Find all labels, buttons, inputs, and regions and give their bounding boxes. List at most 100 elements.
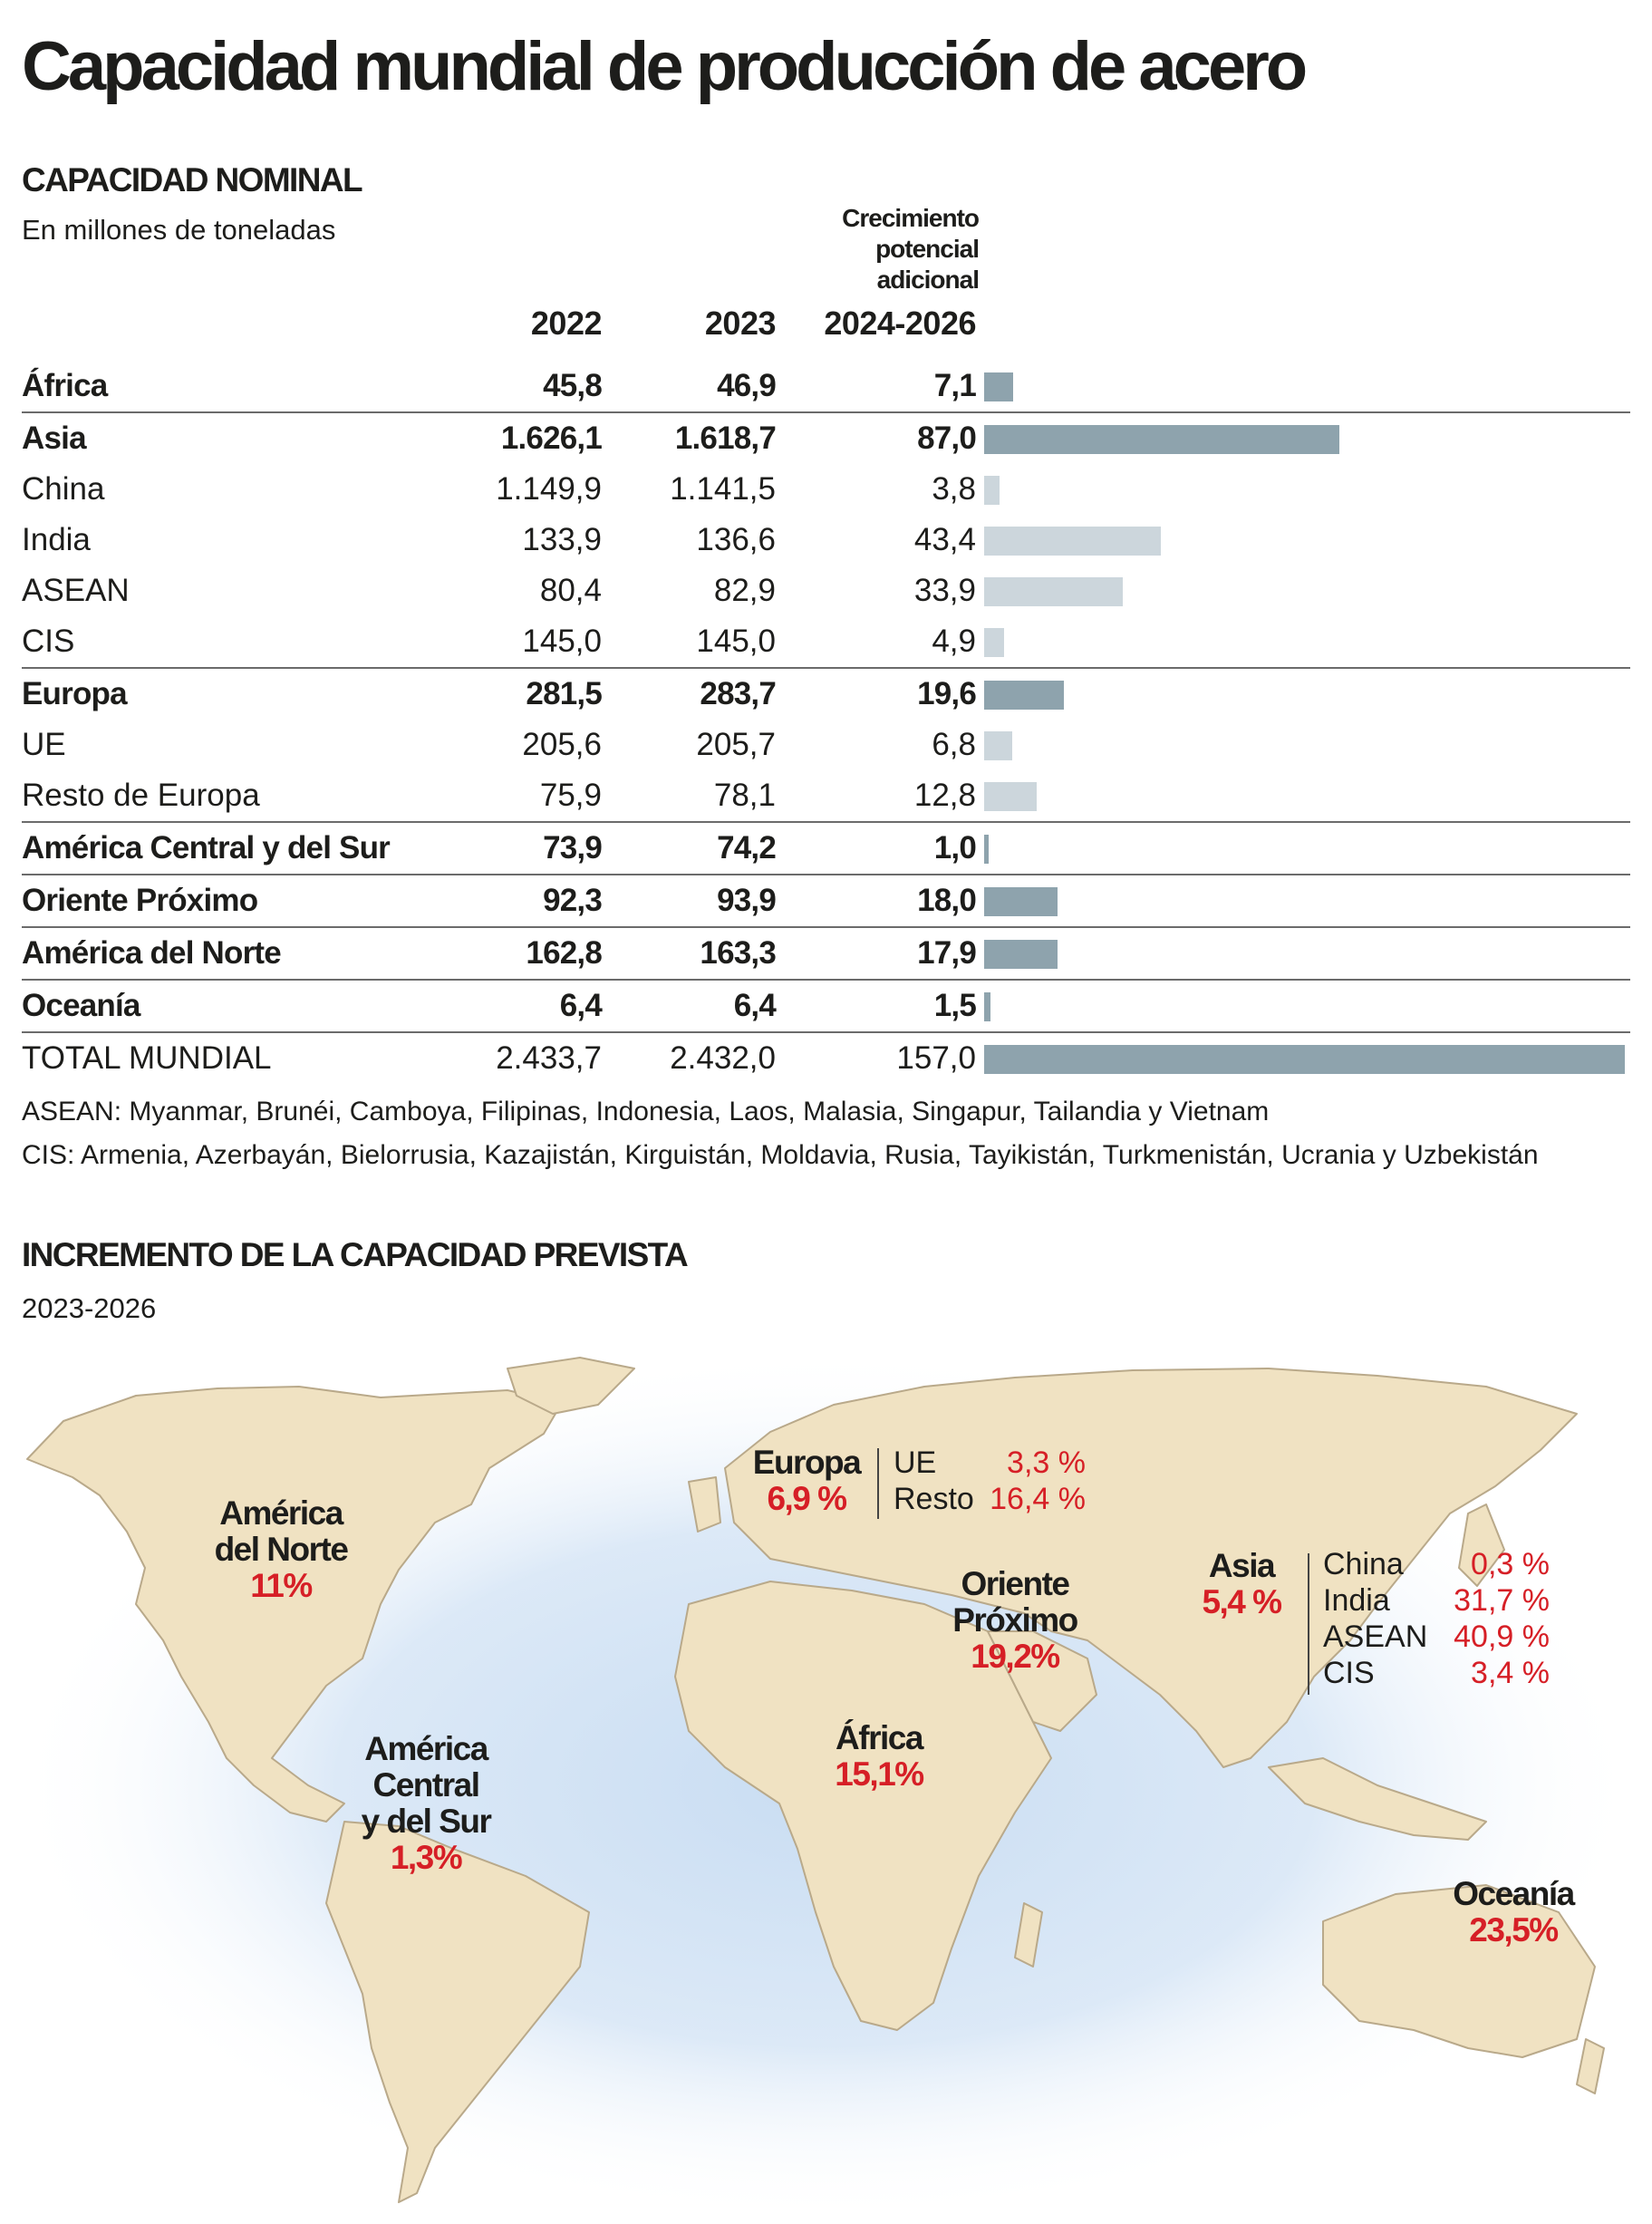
- growth-bar: [984, 577, 1123, 606]
- value-2023: 2.432,0: [670, 1040, 776, 1076]
- value-growth: 17,9: [917, 935, 977, 971]
- region-name: África: [836, 1719, 923, 1756]
- landmass-south-america: [325, 1821, 590, 2203]
- region-percentage: 1,3%: [390, 1839, 463, 1876]
- value-2022: 2.433,7: [496, 1040, 602, 1076]
- landmass-africa: [674, 1581, 1052, 2031]
- value-2023: 283,7: [700, 676, 776, 711]
- growth-bar: [984, 940, 1058, 969]
- region-name: América: [219, 1494, 343, 1532]
- table-row: China 1.149,9 1.141,5 3,8: [22, 464, 1630, 515]
- row-label: África: [22, 368, 108, 403]
- section-title-nominal: CAPACIDAD NOMINAL: [22, 161, 363, 198]
- region-percentage: 5,4 %: [1202, 1583, 1282, 1620]
- asean-footnote: ASEAN: Myanmar, Brunéi, Camboya, Filipin…: [22, 1097, 1270, 1127]
- landmass-madagascar: [1014, 1902, 1043, 1968]
- map-label-asia: Asia 5,4 %: [1187, 1548, 1296, 1620]
- capacity-table: África 45,8 46,9 7,1 Asia 1.626,1 1.618,7 87,0 C…: [22, 361, 1630, 1084]
- growth-bar: [984, 731, 1012, 760]
- column-header-2024-2026: 2024-2026: [824, 305, 976, 342]
- growth-bar: [984, 425, 1339, 454]
- row-label: Resto de Europa: [22, 778, 260, 813]
- table-row: América del Norte 162,8 163,3 17,9: [22, 926, 1630, 979]
- value-growth: 6,8: [932, 727, 976, 762]
- growth-bar: [984, 681, 1065, 710]
- row-label: ASEAN: [22, 573, 130, 608]
- region-name: Próximo: [952, 1601, 1078, 1639]
- row-label: UE: [22, 727, 66, 762]
- value-growth: 1,5: [933, 988, 977, 1023]
- map-label-north-america: América del Norte 11%: [163, 1495, 399, 1604]
- value-growth: 157,0: [896, 1040, 976, 1076]
- world-map: América del Norte 11% América Central y …: [0, 1332, 1652, 2224]
- value-2023: 93,9: [717, 883, 777, 918]
- row-label: Oceanía: [22, 988, 140, 1023]
- region-percentage: 15,1%: [835, 1755, 924, 1793]
- column-header-2022: 2022: [530, 305, 603, 342]
- value-growth: 33,9: [913, 573, 976, 608]
- value-growth: 7,1: [933, 368, 977, 403]
- growth-bar: [984, 835, 989, 864]
- value-2023: 163,3: [700, 935, 776, 971]
- subregion-value: 3,4 %: [1471, 1656, 1550, 1690]
- value-growth: 3,8: [932, 471, 976, 507]
- table-row: África 45,8 46,9 7,1: [22, 361, 1630, 411]
- table-row: Oriente Próximo 92,3 93,9 18,0: [22, 874, 1630, 926]
- value-2022: 80,4: [539, 573, 602, 608]
- period-subtitle: 2023-2026: [22, 1292, 157, 1324]
- value-2022: 1.626,1: [500, 421, 603, 456]
- growth-header-line: potencial: [875, 235, 980, 263]
- asia-divider: [1308, 1553, 1309, 1695]
- growth-bar: [984, 476, 1000, 505]
- region-name: Asia: [1208, 1547, 1276, 1584]
- table-row: Oceanía 6,4 6,4 1,5: [22, 979, 1630, 1031]
- row-label: CIS: [22, 624, 75, 659]
- value-2022: 281,5: [526, 676, 602, 711]
- value-2022: 45,8: [543, 368, 603, 403]
- row-label: América Central y del Sur: [22, 830, 391, 865]
- subregion-value: 31,7 %: [1454, 1583, 1550, 1618]
- growth-bar: [984, 887, 1058, 916]
- region-percentage: 23,5%: [1469, 1911, 1559, 1948]
- region-name: Oriente: [961, 1565, 1070, 1602]
- value-growth: 87,0: [917, 421, 977, 456]
- page-title: Capacidad mundial de producción de acero: [22, 28, 1308, 105]
- value-2023: 6,4: [733, 988, 777, 1023]
- growth-bar: [984, 628, 1005, 657]
- map-label-central-south-america: América Central y del Sur 1,3%: [308, 1731, 544, 1876]
- value-growth: 18,0: [917, 883, 977, 918]
- table-row: ASEAN 80,4 82,9 33,9: [22, 566, 1630, 616]
- value-2023: 145,0: [696, 624, 776, 659]
- landmass-north-america: [26, 1386, 563, 1823]
- value-2022: 205,6: [522, 727, 602, 762]
- landmass-australia: [1322, 1884, 1596, 2058]
- growth-bar: [984, 992, 990, 1021]
- value-2023: 136,6: [696, 522, 776, 557]
- subregion-value: 40,9 %: [1454, 1620, 1550, 1654]
- value-2023: 74,2: [717, 830, 777, 865]
- landmass-greenland: [507, 1357, 635, 1415]
- region-name: Oceanía: [1453, 1875, 1575, 1912]
- subregion-name: CIS: [1323, 1656, 1375, 1690]
- row-label: Oriente Próximo: [22, 883, 258, 918]
- subregion-name: ASEAN: [1323, 1620, 1428, 1654]
- table-row: Asia 1.626,1 1.618,7 87,0: [22, 411, 1630, 464]
- row-label: China: [22, 471, 105, 507]
- table-row: TOTAL MUNDIAL 2.433,7 2.432,0 157,0: [22, 1031, 1630, 1084]
- europe-breakdown: UE 3,3 % Resto 16,4 %: [894, 1445, 1086, 1517]
- subregion-name: India: [1323, 1583, 1390, 1618]
- table-row: Resto de Europa 75,9 78,1 12,8: [22, 770, 1630, 821]
- world-map-graphic: [10, 1350, 1641, 2220]
- europe-breakdown-row: UE 3,3 %: [894, 1445, 1086, 1481]
- subregion-name: Resto: [894, 1482, 974, 1516]
- subregion-value: 0,3 %: [1471, 1547, 1550, 1581]
- value-growth: 1,0: [933, 830, 977, 865]
- region-name: del Norte: [214, 1531, 349, 1568]
- landmass-arabia: [987, 1630, 1097, 1732]
- table-row: UE 205,6 205,7 6,8: [22, 720, 1630, 770]
- value-growth: 12,8: [913, 778, 976, 813]
- growth-column-header: Crecimiento potencial adicional: [743, 203, 980, 295]
- subregion-name: UE: [894, 1446, 937, 1480]
- section-title-increase: INCREMENTO DE LA CAPACIDAD PREVISTA: [22, 1236, 689, 1273]
- landmass-japan: [1458, 1504, 1505, 1587]
